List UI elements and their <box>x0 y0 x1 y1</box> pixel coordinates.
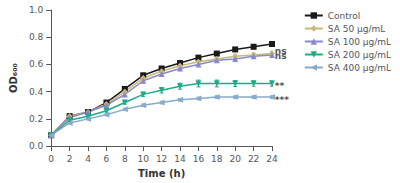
svg-text:**: ** <box>275 81 285 91</box>
svg-text:0.2: 0.2 <box>29 114 43 124</box>
svg-text:0.8: 0.8 <box>29 32 44 42</box>
svg-text:SA 400 μg/mL: SA 400 μg/mL <box>328 63 391 73</box>
svg-text:16: 16 <box>193 154 205 164</box>
svg-text:OD₆₀₀: OD₆₀₀ <box>8 63 19 93</box>
svg-text:2: 2 <box>67 154 73 164</box>
svg-text:22: 22 <box>248 154 259 164</box>
svg-text:SA 100 μg/mL: SA 100 μg/mL <box>328 37 391 47</box>
svg-text:10: 10 <box>137 154 149 164</box>
svg-text:12: 12 <box>156 154 167 164</box>
svg-text:24: 24 <box>266 154 278 164</box>
svg-text:0.0: 0.0 <box>29 141 44 151</box>
svg-text:6: 6 <box>104 154 110 164</box>
svg-text:8: 8 <box>122 154 128 164</box>
svg-text:14: 14 <box>174 154 186 164</box>
svg-text:ns: ns <box>275 51 287 61</box>
svg-text:1.0: 1.0 <box>29 5 44 15</box>
svg-text:***: *** <box>275 95 289 105</box>
svg-text:0: 0 <box>48 154 54 164</box>
svg-text:Time (h): Time (h) <box>138 168 185 179</box>
svg-text:18: 18 <box>211 154 223 164</box>
svg-text:0.4: 0.4 <box>29 87 44 97</box>
svg-text:SA 200 μg/mL: SA 200 μg/mL <box>328 50 391 60</box>
svg-text:4: 4 <box>85 154 91 164</box>
svg-text:SA 50 μg/mL: SA 50 μg/mL <box>328 24 385 34</box>
svg-text:Control: Control <box>328 11 361 21</box>
svg-text:0.6: 0.6 <box>29 59 44 69</box>
svg-text:20: 20 <box>229 154 241 164</box>
